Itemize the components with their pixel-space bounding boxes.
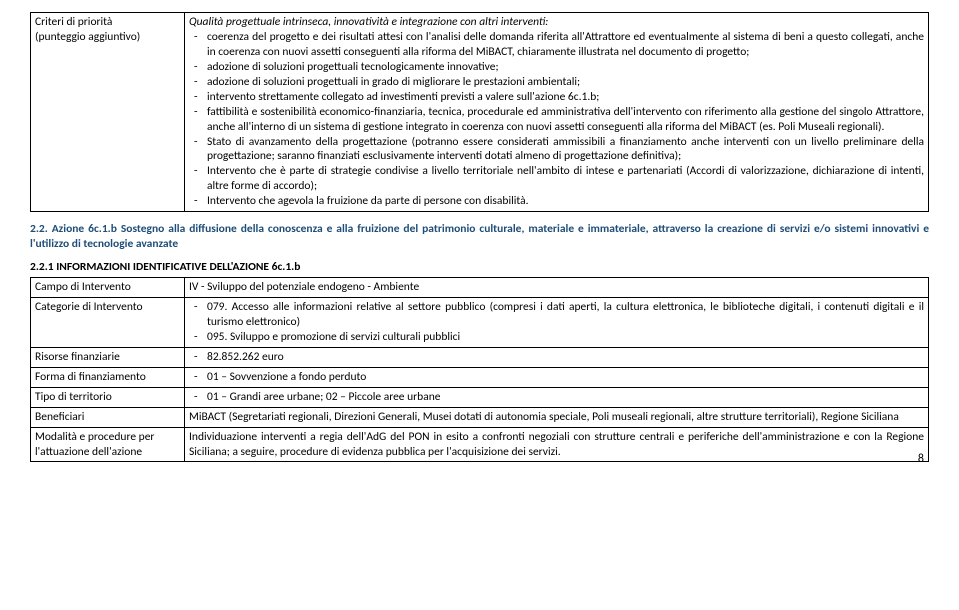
criteria-item: intervento strettamente collegato ad inv… (207, 90, 924, 105)
row-bullet: 01 – Grandi aree urbane; 02 – Piccole ar… (207, 390, 924, 405)
action-info-table: Campo di Intervento IV - Sviluppo del po… (30, 277, 929, 462)
row-bullet: 82.852.262 euro (207, 350, 924, 365)
row-label: Modalità e procedure per l'attuazione de… (31, 427, 185, 462)
criteria-table: Criteri di priorità (punteggio aggiuntiv… (30, 12, 929, 212)
section-2-2-title: 2.2. Azione 6c.1.b Sostegno alla diffusi… (30, 222, 929, 252)
row-label: Categorie di Intervento (31, 298, 185, 348)
row-bullet: 079. Accesso alle informazioni relative … (207, 300, 924, 330)
row-label: Forma di finanziamento (31, 367, 185, 387)
criteria-item: adozione di soluzioni progettuali in gra… (207, 75, 924, 90)
criteria-label-line2: (punteggio aggiuntivo) (35, 30, 180, 45)
criteria-label-line1: Criteri di priorità (35, 15, 180, 30)
section-2-2-rest: Sostegno alla diffusione della conoscenz… (30, 222, 929, 251)
criteria-intro: Qualità progettuale intrinseca, innovati… (189, 15, 924, 30)
row-value: 82.852.262 euro (185, 347, 929, 367)
criteria-item: Intervento che è parte di strategie cond… (207, 164, 924, 194)
criteria-label-cell: Criteri di priorità (punteggio aggiuntiv… (31, 13, 185, 212)
criteria-item: fattibilità e sostenibilità economico-fi… (207, 105, 924, 135)
criteria-item: adozione di soluzioni progettuali tecnol… (207, 60, 924, 75)
criteria-item: Intervento che agevola la fruizione da p… (207, 194, 924, 209)
row-value: 01 – Grandi aree urbane; 02 – Piccole ar… (185, 387, 929, 407)
row-bullet: 095. Sviluppo e promozione di servizi cu… (207, 330, 924, 345)
criteria-content-cell: Qualità progettuale intrinseca, innovati… (185, 13, 929, 212)
row-value: 079. Accesso alle informazioni relative … (185, 298, 929, 348)
row-label: Tipo di territorio (31, 387, 185, 407)
subsection-2-2-1-title: 2.2.1 INFORMAZIONI IDENTIFICATIVE DELL'A… (30, 260, 929, 274)
row-label: Risorse finanziarie (31, 347, 185, 367)
row-value: 01 – Sovvenzione a fondo perduto (185, 367, 929, 387)
page-number: 8 (918, 452, 924, 466)
criteria-item: coerenza del progetto e dei risultati at… (207, 30, 924, 60)
criteria-list: coerenza del progetto e dei risultati at… (189, 30, 924, 209)
section-2-2-prefix: 2.2. Azione 6c.1.b (30, 222, 117, 236)
row-value: Individuazione interventi a regia dell'A… (185, 427, 929, 462)
row-value: MiBACT (Segretariati regionali, Direzion… (185, 407, 929, 427)
row-label: Beneficiari (31, 407, 185, 427)
row-label: Campo di Intervento (31, 278, 185, 298)
row-value: IV - Sviluppo del potenziale endogeno - … (185, 278, 929, 298)
criteria-item: Stato di avanzamento della progettazione… (207, 135, 924, 165)
row-bullet: 01 – Sovvenzione a fondo perduto (207, 370, 924, 385)
